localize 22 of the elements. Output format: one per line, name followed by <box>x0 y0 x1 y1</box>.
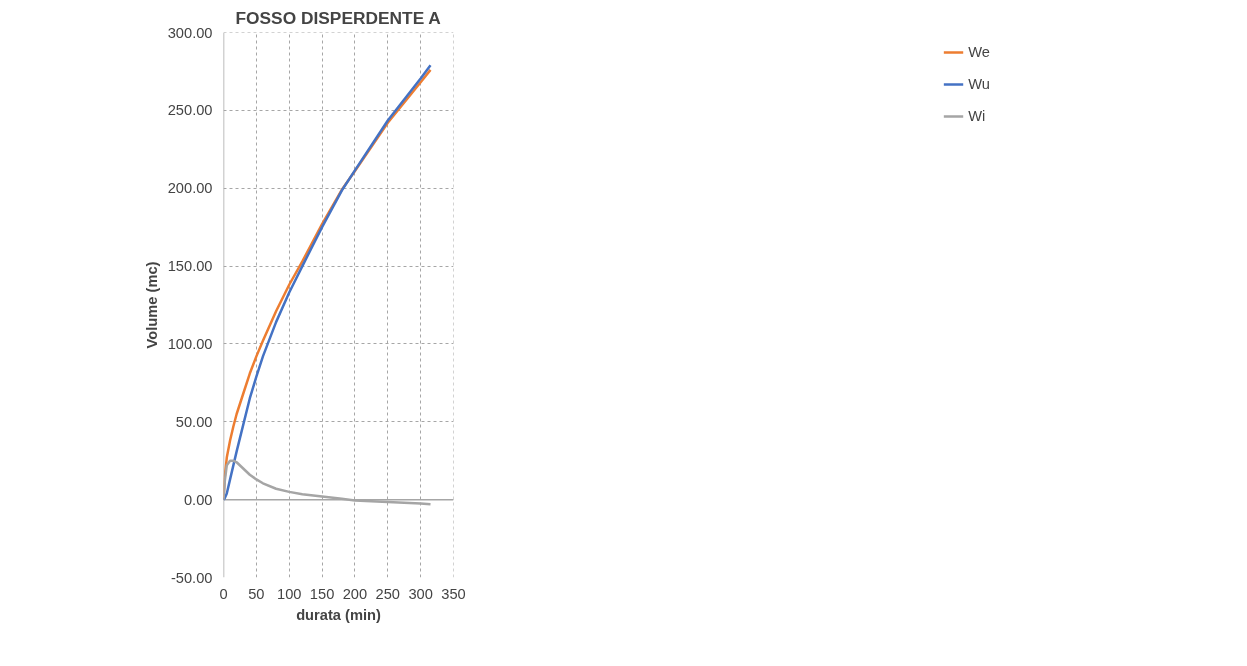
y-tick-label: 200.00 <box>167 180 213 197</box>
y-tick-label: 250.00 <box>167 102 213 119</box>
x-tick-label: 350 <box>441 585 466 602</box>
x-tick-label: 200 <box>342 585 368 602</box>
x-tick-label: 50 <box>248 585 265 602</box>
y-tick-label: -50.00 <box>170 569 213 586</box>
x-tick-label: 100 <box>276 585 302 602</box>
x-tick-label: 0 <box>219 585 228 602</box>
y-axis-title: Volume (mc) <box>143 261 160 349</box>
y-tick-label: 300.00 <box>167 24 213 41</box>
x-tick-label: 300 <box>408 585 433 602</box>
x-tick-label: 250 <box>375 585 401 602</box>
legend-label: Wu <box>968 76 990 92</box>
legend-label: Wi <box>968 108 987 124</box>
x-axis-title: durata (min) <box>296 606 381 623</box>
y-tick-label: 0.00 <box>183 491 213 508</box>
x-tick-label: 150 <box>309 585 335 602</box>
y-tick-label: 100.00 <box>167 335 213 352</box>
legend-label: We <box>968 44 990 60</box>
chart-title: FOSSO DISPERDENTE A <box>235 7 442 28</box>
y-tick-label: 50.00 <box>175 413 213 430</box>
y-tick-label: 150.00 <box>167 258 213 275</box>
